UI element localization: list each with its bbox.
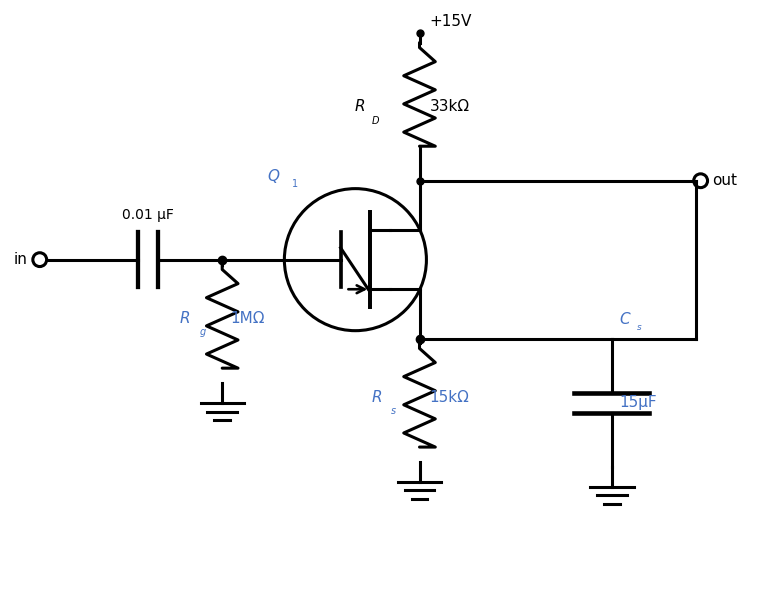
Text: 15kΩ: 15kΩ [429,391,469,405]
Text: 1MΩ: 1MΩ [230,311,265,326]
Text: D: D [372,115,379,126]
Text: C: C [620,312,631,327]
Text: 15μF: 15μF [620,395,657,410]
Text: 33kΩ: 33kΩ [429,99,469,114]
Text: Q: Q [267,169,280,184]
Text: out: out [713,173,737,188]
Text: s: s [391,406,396,416]
Text: R: R [180,311,190,326]
Text: 1: 1 [293,179,299,188]
Text: in: in [14,252,28,267]
Text: R: R [372,391,382,405]
Text: +15V: +15V [429,14,472,29]
Text: g: g [200,327,206,336]
Text: 0.01 μF: 0.01 μF [122,208,174,222]
Text: s: s [637,323,641,332]
Text: R: R [355,99,366,114]
